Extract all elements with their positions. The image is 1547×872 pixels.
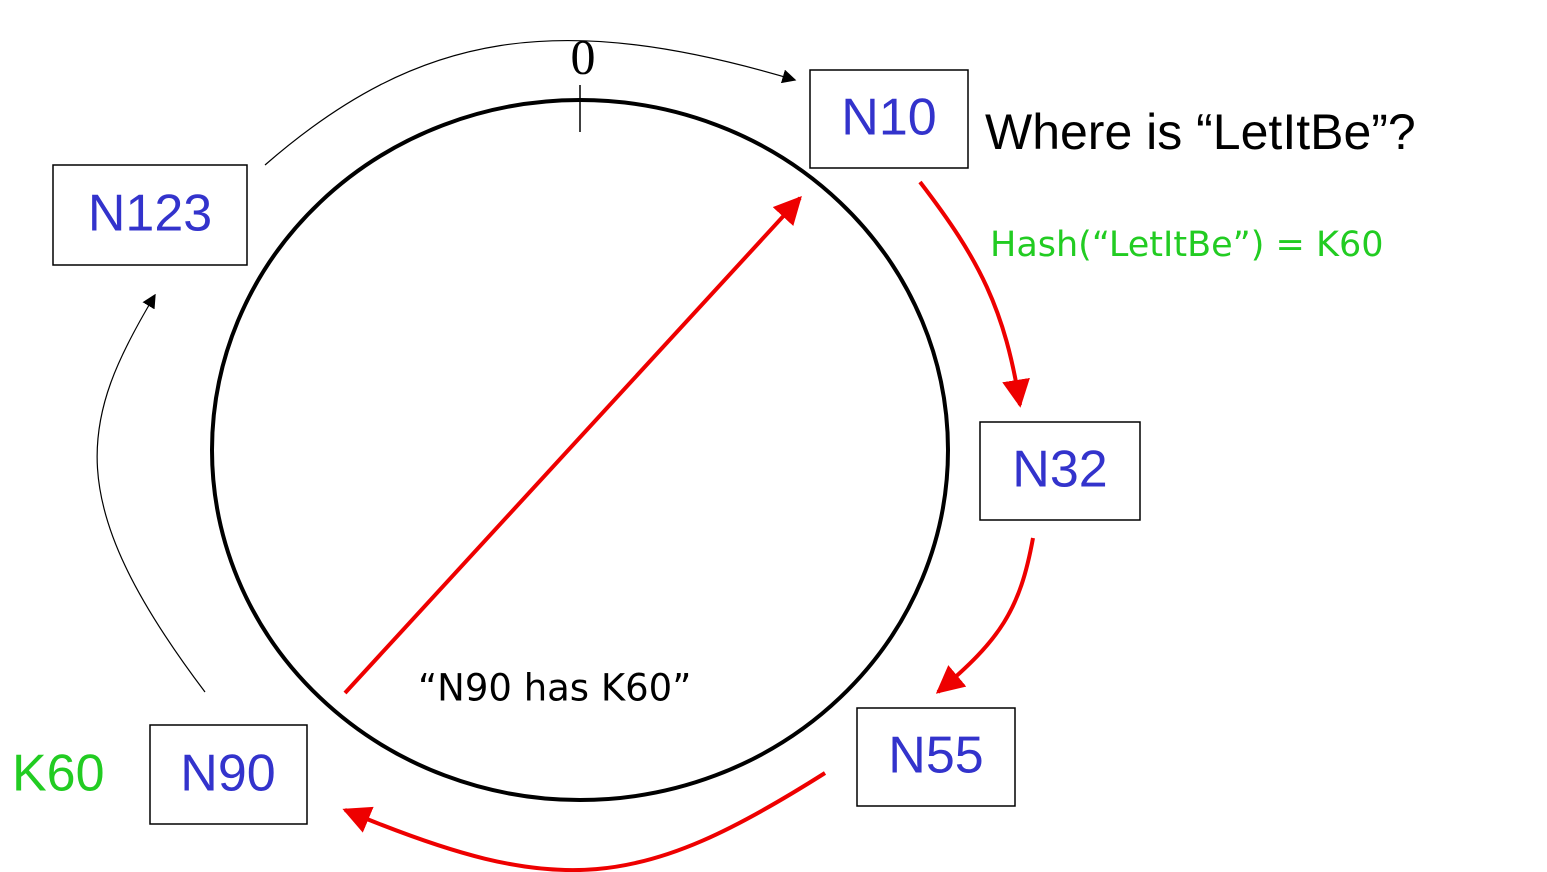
hash: Hash(“LetItBe”) = K60	[990, 225, 1383, 265]
node: N55	[856, 707, 1016, 807]
finger-arrow	[264, 39, 797, 166]
question: Where is “LetItBe”?	[985, 104, 1416, 160]
node-label: N90	[180, 745, 275, 803]
node: N10	[809, 69, 969, 169]
node-box	[979, 421, 1141, 521]
node-label: N10	[841, 89, 936, 147]
node: N123	[52, 164, 248, 266]
node-box	[856, 707, 1016, 807]
node: N32	[979, 421, 1141, 521]
node-label: N55	[888, 727, 983, 785]
node-label: N123	[88, 185, 212, 243]
lookup-arrow	[935, 537, 1035, 694]
key-label: K60	[12, 745, 105, 803]
zero-label: 0	[571, 28, 596, 84]
finger-arrow	[96, 293, 206, 693]
reply-arrow	[343, 195, 802, 695]
reply: “N90 has K60”	[418, 667, 691, 710]
node-label: N32	[1012, 441, 1107, 499]
node-box	[149, 724, 308, 825]
lookup-arrow	[918, 180, 1030, 408]
node-box	[809, 69, 969, 169]
node-box	[52, 164, 248, 266]
lookup-arrow	[342, 771, 827, 872]
node: N90	[149, 724, 308, 825]
